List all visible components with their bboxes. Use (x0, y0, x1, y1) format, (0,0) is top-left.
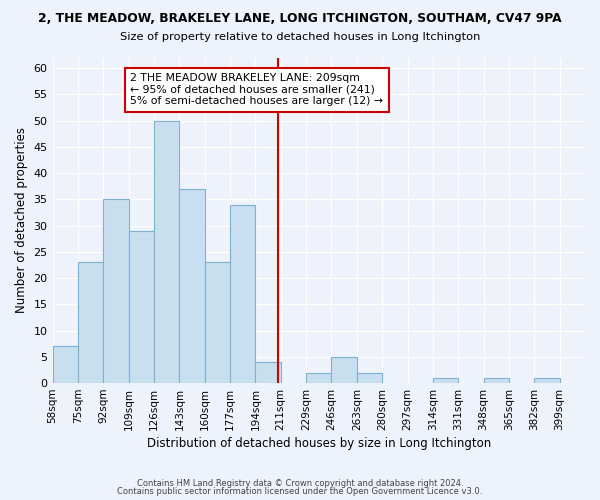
Bar (306, 372, 331, 383)
Bar (357, 372, 382, 383)
Bar (179, 189, 205, 383)
Bar (433, 378, 458, 383)
Bar (256, 362, 281, 383)
X-axis label: Distribution of detached houses by size in Long Itchington: Distribution of detached houses by size … (146, 437, 491, 450)
Bar (331, 357, 357, 383)
Text: Contains public sector information licensed under the Open Government Licence v3: Contains public sector information licen… (118, 487, 482, 496)
Y-axis label: Number of detached properties: Number of detached properties (15, 128, 28, 314)
Text: Contains HM Land Registry data © Crown copyright and database right 2024.: Contains HM Land Registry data © Crown c… (137, 478, 463, 488)
Bar (484, 378, 509, 383)
Bar (53, 346, 78, 383)
Bar (154, 120, 179, 383)
Bar (78, 262, 103, 383)
Bar (230, 204, 256, 383)
Text: Size of property relative to detached houses in Long Itchington: Size of property relative to detached ho… (120, 32, 480, 42)
Bar (103, 200, 128, 383)
Text: 2 THE MEADOW BRAKELEY LANE: 209sqm
← 95% of detached houses are smaller (241)
5%: 2 THE MEADOW BRAKELEY LANE: 209sqm ← 95%… (130, 74, 383, 106)
Text: 2, THE MEADOW, BRAKELEY LANE, LONG ITCHINGTON, SOUTHAM, CV47 9PA: 2, THE MEADOW, BRAKELEY LANE, LONG ITCHI… (38, 12, 562, 26)
Bar (534, 378, 560, 383)
Bar (128, 231, 154, 383)
Bar (205, 262, 230, 383)
